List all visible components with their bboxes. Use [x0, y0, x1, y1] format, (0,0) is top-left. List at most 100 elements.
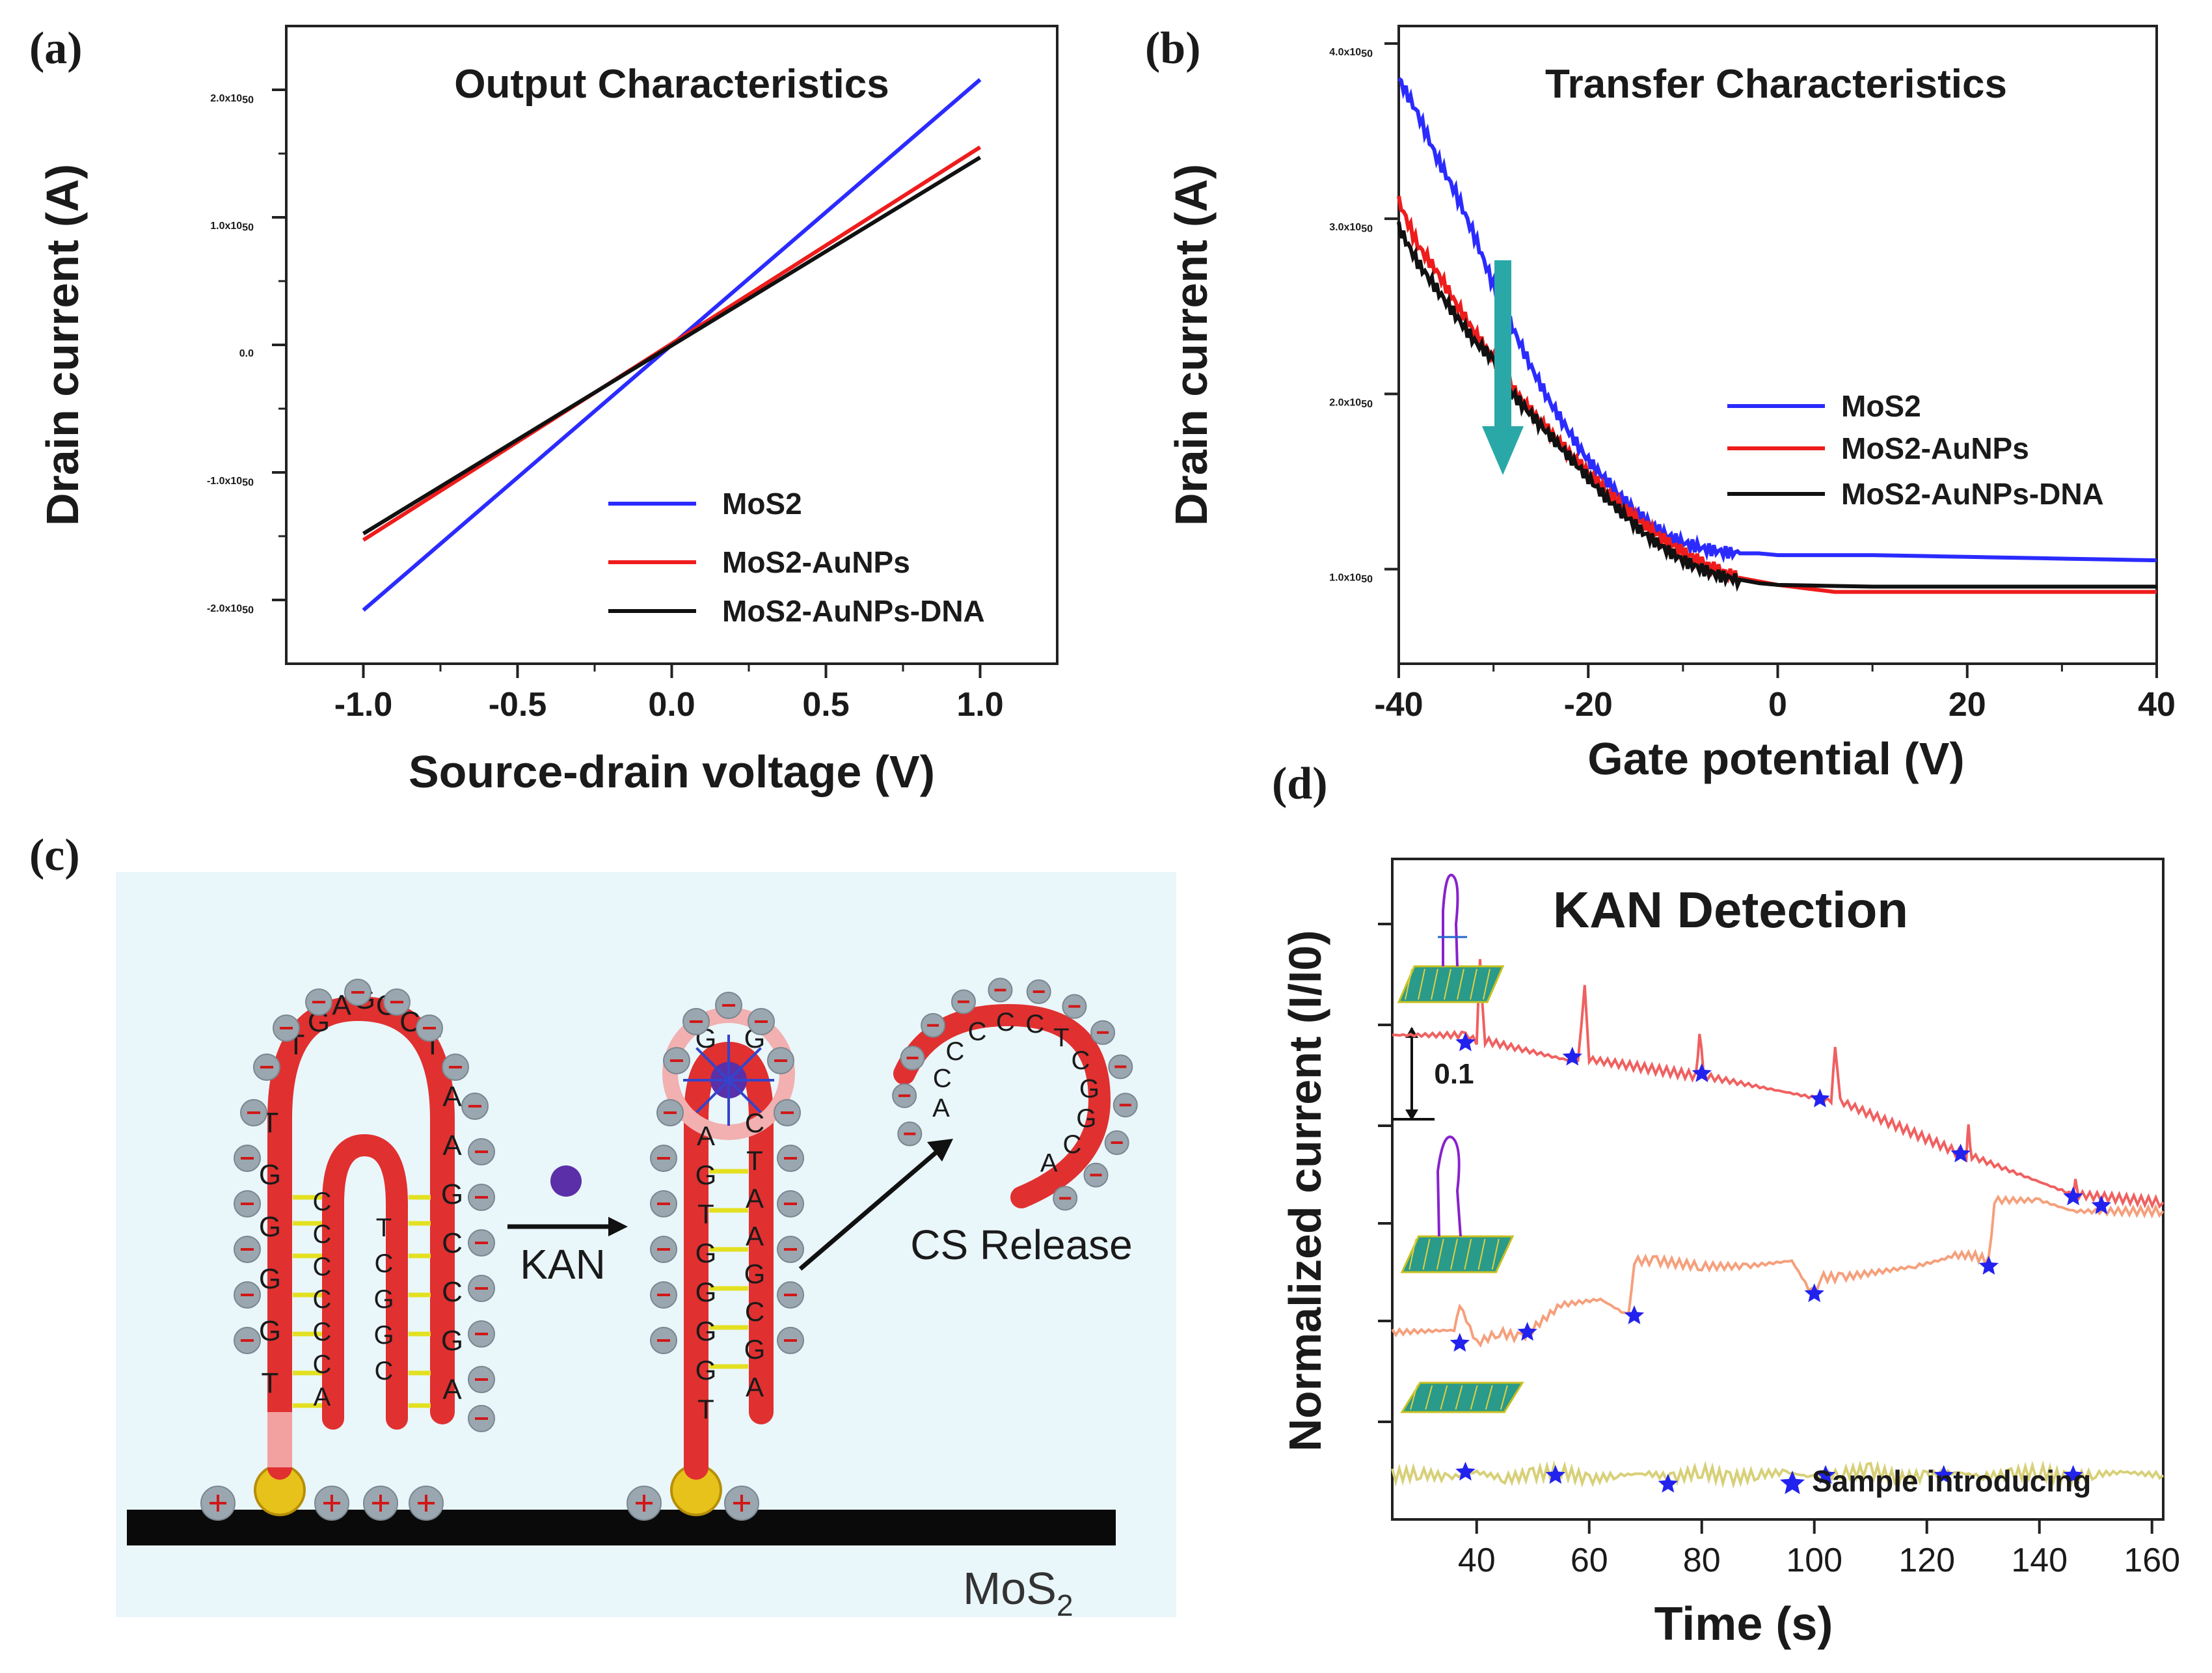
sheet-hatch — [1491, 1238, 1500, 1270]
y-tick-label: -1.0x1050 — [207, 476, 254, 489]
panel-label-a: (a) — [29, 23, 83, 74]
nucleotide-letter: A — [746, 1372, 764, 1402]
star-marker-icon — [1455, 1032, 1476, 1052]
star-marker-icon — [1545, 1465, 1566, 1484]
sheet-hatch — [1431, 968, 1438, 1000]
nucleotide-letter: T — [376, 1214, 392, 1242]
sheet-hatch — [1485, 1385, 1493, 1410]
y-tick-label-exp: 50 — [242, 605, 254, 616]
substrate-label-sub: 2 — [1057, 1588, 1073, 1622]
x-tick-label: -0.5 — [489, 686, 547, 724]
nucleotide-letter: C — [1063, 1130, 1082, 1159]
nucleotide-letter: T — [697, 1199, 714, 1229]
y-tick-label-base: 0.0 — [239, 348, 254, 359]
nucleotide-letter: G — [259, 1159, 281, 1191]
star-marker-icon — [1978, 1255, 1999, 1275]
nucleotide-letter: G — [744, 1334, 766, 1365]
star-marker-icon — [1658, 1473, 1679, 1493]
y-tick-label-exp: 50 — [1361, 224, 1373, 235]
star-marker-icon — [2063, 1465, 2083, 1484]
y-tick-label: 3.0x1050 — [1329, 222, 1373, 235]
decrease-arrow-head — [1482, 426, 1524, 475]
y-tick-label-exp: 50 — [242, 223, 254, 234]
x-tick-label: 0.0 — [648, 686, 695, 724]
nucleotide-letter: A — [314, 1383, 331, 1411]
plot-frame — [1391, 858, 2165, 1521]
chart-output-characteristics: -1.0-0.50.00.51.0-2.0x1050-1.0x10500.050… — [37, 25, 1059, 797]
dna-probe-icon — [1436, 1136, 1462, 1237]
plot-frame — [1397, 25, 2158, 665]
star-marker-icon — [1692, 1063, 1712, 1082]
sheet-hatch — [1418, 968, 1425, 1000]
decrease-arrow-shaft — [1494, 260, 1511, 429]
y-axis-label: Normalized current (I/I0) — [1280, 930, 1330, 1451]
aptamer-strand — [267, 996, 455, 1480]
x-tick-label: 80 — [1683, 1542, 1721, 1579]
x-tick-label: 0.5 — [802, 686, 849, 724]
y-tick-label-exp: 50 — [1361, 399, 1373, 410]
schematic-aptamer-release: MoS2TGGGGTTGAGGCTAAGCCGACCCCCCATCGGCKANT… — [116, 872, 1176, 1622]
nucleotide-letter: C — [745, 1108, 764, 1138]
nucleotide-letter: C — [996, 1008, 1015, 1037]
x-tick-label: -1.0 — [334, 686, 393, 724]
y-tick-label-base: -2.0x10 — [207, 603, 242, 614]
mos2-sheet-icon — [1397, 965, 1505, 1003]
nucleotide-letter: C — [933, 1064, 952, 1093]
nucleotide-letter: C — [442, 1227, 463, 1259]
x-tick-label: -40 — [1374, 686, 1423, 724]
star-marker-icon — [2091, 1195, 2112, 1214]
legend-label: MoS2-AuNPs — [1841, 431, 2029, 465]
release-label: CS Release — [910, 1221, 1133, 1268]
chart-transfer-characteristics: -40 -20 0 20 401.0x10502.0x10503.0x10504.0x1… — [1166, 25, 2176, 784]
star-marker-icon — [1950, 1143, 1971, 1163]
binding-line — [695, 1047, 730, 1081]
legend-label: MoS2 — [1841, 389, 1921, 423]
sheet-hatch — [1450, 1238, 1458, 1270]
panel-label-b: (b) — [1145, 23, 1201, 74]
y-tick-label-exp: 50 — [1361, 574, 1373, 585]
nucleotide-letter: G — [373, 1321, 394, 1350]
nucleotide-letter: C — [442, 1276, 463, 1308]
x-tick-label: 0 — [1768, 686, 1787, 724]
nucleotide-letter: C — [1071, 1046, 1090, 1075]
sheet-hatch — [1470, 1385, 1478, 1410]
x-tick-label: 40 — [2138, 686, 2176, 724]
nucleotide-letter: G — [441, 1178, 463, 1210]
y-axis-label: Drain current (A) — [1166, 164, 1217, 526]
nucleotide-letter: A — [442, 1081, 462, 1113]
chart-title: KAN Detection — [1553, 881, 1908, 938]
star-marker-icon — [1934, 1465, 1954, 1484]
nucleotide-letter: A — [442, 1374, 462, 1406]
legend-label: MoS2-AuNPs — [722, 545, 910, 579]
sheet-hatch — [1436, 1238, 1444, 1270]
kan-label: KAN — [520, 1241, 606, 1288]
nucleotide-letter: C — [968, 1018, 987, 1046]
nucleotide-letter: G — [373, 1285, 394, 1314]
nucleotide-letter: G — [259, 1263, 281, 1295]
sheet-hatch — [1500, 1385, 1508, 1410]
nucleotide-letter: C — [313, 1285, 332, 1314]
trace-line-1 — [1392, 959, 2165, 1210]
y-axis-label: Drain current (A) — [37, 164, 88, 526]
star-marker-icon — [1562, 1046, 1583, 1066]
binding-line — [727, 1079, 762, 1113]
sheet-hatch — [1470, 968, 1477, 1000]
nucleotide-letter: G — [695, 1355, 717, 1385]
nucleotide-letter: G — [695, 1316, 717, 1346]
nucleotide-letter: A — [697, 1121, 715, 1151]
trace-line-2 — [1391, 1194, 2165, 1348]
y-tick-label: 0.050 — [239, 348, 254, 359]
nucleotide-letter: A — [1040, 1149, 1058, 1177]
y-tick-label-base: 3.0x10 — [1329, 222, 1361, 233]
nucleotide-letter: G — [695, 1160, 717, 1190]
sheet-hatch — [1457, 968, 1464, 1000]
sheet-hatch — [1440, 1385, 1448, 1410]
y-tick-label-base: 2.0x10 — [1329, 397, 1361, 408]
nucleotide-letter: G — [441, 1325, 463, 1357]
substrate-label-base: MoS — [963, 1563, 1057, 1614]
chart-kan-detection: 40 60 80 100 120 140 160 KAN Detection Time (s) N… — [1280, 858, 2180, 1650]
nucleotide-letter: G — [259, 1315, 281, 1347]
panel-label-c: (c) — [29, 830, 80, 880]
nucleotide-letter: A — [932, 1094, 950, 1122]
nucleotide-letter: G — [1079, 1075, 1099, 1104]
